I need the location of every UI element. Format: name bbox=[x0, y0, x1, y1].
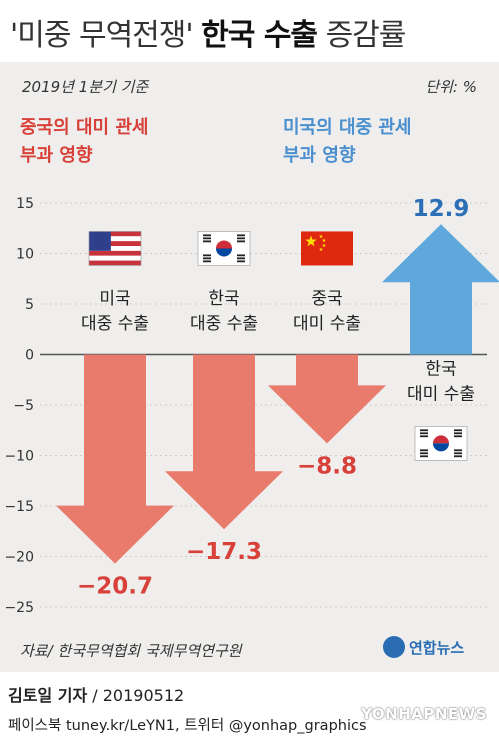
group-label-right: 미국의 대중 관세 부과 영향 bbox=[283, 117, 412, 166]
korea-flag-trigram bbox=[420, 455, 428, 458]
group-label-left: 중국의 대미 관세 부과 영향 bbox=[20, 117, 149, 166]
us-flag-stripe bbox=[89, 231, 141, 237]
unit-label: 단위: % bbox=[425, 78, 477, 96]
us-flag-canton bbox=[89, 231, 111, 251]
us-flag-stripe bbox=[89, 241, 141, 247]
category-label: 한국 bbox=[208, 289, 239, 309]
korea-flag-trigram bbox=[203, 254, 211, 257]
bar-value-label: 12.9 bbox=[413, 196, 470, 222]
category-label: 대중 수출 bbox=[190, 314, 258, 334]
reporter-name: 김토일 기자 bbox=[8, 686, 88, 705]
us-flag-stripe bbox=[89, 246, 141, 251]
y-tick-label: −25 bbox=[4, 600, 34, 616]
yonhap-logo: 연합뉴스 bbox=[383, 636, 464, 658]
source-note: 자료/ 한국무역협회 국제무역연구원 bbox=[20, 642, 242, 660]
korea-flag-trigram bbox=[420, 429, 428, 432]
category-label: 중국 bbox=[311, 289, 342, 309]
korea-flag-trigram bbox=[237, 254, 245, 257]
korea-flag-taeguk bbox=[433, 435, 449, 444]
bar-arrow bbox=[56, 354, 174, 564]
yonhap-logo-icon bbox=[383, 636, 405, 658]
korea-flag-taeguk bbox=[216, 240, 232, 249]
us-flag-stripe bbox=[89, 236, 141, 242]
us-flag-stripe bbox=[89, 255, 141, 261]
korea-flag-trigram bbox=[237, 240, 245, 243]
korea-flag-taeguk bbox=[216, 248, 232, 257]
y-tick-label: −10 bbox=[4, 449, 34, 465]
korea-flag-trigram bbox=[454, 432, 462, 435]
category-label: 한국 bbox=[425, 360, 456, 380]
y-tick-label: 0 bbox=[25, 348, 34, 364]
category-label: 대미 수출 bbox=[407, 385, 475, 405]
y-tick-label: −20 bbox=[4, 550, 34, 566]
watermark: YONHAPNEWS bbox=[361, 705, 487, 723]
footer bbox=[0, 672, 499, 744]
us-flag-stripe bbox=[89, 260, 141, 266]
korea-flag-trigram bbox=[420, 435, 428, 438]
y-tick-label: 15 bbox=[16, 196, 34, 212]
korea-flag-trigram bbox=[237, 260, 245, 263]
category-label: 대중 수출 bbox=[81, 314, 149, 334]
korea-flag-trigram bbox=[203, 234, 211, 237]
bar-value-label: −17.3 bbox=[186, 539, 262, 565]
title-part3: 증감률 bbox=[317, 18, 407, 53]
bar-arrow bbox=[165, 354, 283, 530]
header: '미중 무역전쟁' 한국 수출 증감률 bbox=[0, 0, 499, 62]
us-flag-icon bbox=[88, 231, 142, 266]
korea-flag-trigram bbox=[454, 429, 462, 432]
korea-flag-trigram bbox=[454, 449, 462, 452]
page-title: '미중 무역전쟁' 한국 수출 증감률 bbox=[10, 10, 407, 54]
title-part2: 한국 수출 bbox=[201, 18, 318, 53]
bar-arrow bbox=[268, 354, 386, 444]
category-label: 대미 수출 bbox=[293, 314, 361, 334]
korea-flag-trigram bbox=[203, 260, 211, 263]
reporter-credit: 김토일 기자 / 20190512 bbox=[8, 682, 184, 706]
korea-flag-trigram bbox=[420, 452, 428, 455]
bar-arrow bbox=[382, 224, 499, 355]
bar-value-label: −8.8 bbox=[297, 453, 357, 479]
y-tick-label: 5 bbox=[25, 297, 34, 313]
sns-links: 페이스북 tuney.kr/LeYN1, 트위터 @yonhap_graphic… bbox=[8, 718, 367, 734]
bar-value-label: −20.7 bbox=[77, 574, 153, 600]
category-label: 미국 bbox=[99, 289, 130, 309]
china-flag-star bbox=[319, 234, 323, 239]
korea-flag-taeguk bbox=[433, 443, 449, 452]
korea-flag-trigram bbox=[237, 237, 245, 240]
y-tick-label: −5 bbox=[13, 398, 34, 414]
y-tick-label: 10 bbox=[16, 247, 34, 263]
china-flag-star bbox=[319, 247, 323, 252]
korea-flag-trigram bbox=[203, 257, 211, 260]
korea-flag-trigram bbox=[454, 435, 462, 438]
korea-flag-trigram bbox=[203, 240, 211, 243]
china-flag-star bbox=[305, 235, 317, 247]
yonhap-logo-text: 연합뉴스 bbox=[409, 638, 465, 657]
korea-flag-trigram bbox=[237, 234, 245, 237]
china-flag-star bbox=[322, 238, 326, 243]
korea-flag-trigram bbox=[420, 432, 428, 435]
korea-flag-trigram bbox=[420, 449, 428, 452]
y-tick-label: −15 bbox=[4, 499, 34, 515]
title-part1: '미중 무역전쟁' bbox=[10, 18, 202, 53]
korea-flag-trigram bbox=[237, 257, 245, 260]
reporter-date: / 20190512 bbox=[87, 686, 185, 705]
chart-subtitle: 2019년 1분기 기준 bbox=[22, 78, 149, 96]
korea-flag-trigram bbox=[454, 455, 462, 458]
china-flag-icon bbox=[301, 231, 353, 266]
china-flag-star bbox=[322, 243, 326, 248]
korea-flag-trigram bbox=[203, 237, 211, 240]
us-flag-stripe bbox=[89, 250, 141, 256]
korea-flag-trigram bbox=[454, 452, 462, 455]
